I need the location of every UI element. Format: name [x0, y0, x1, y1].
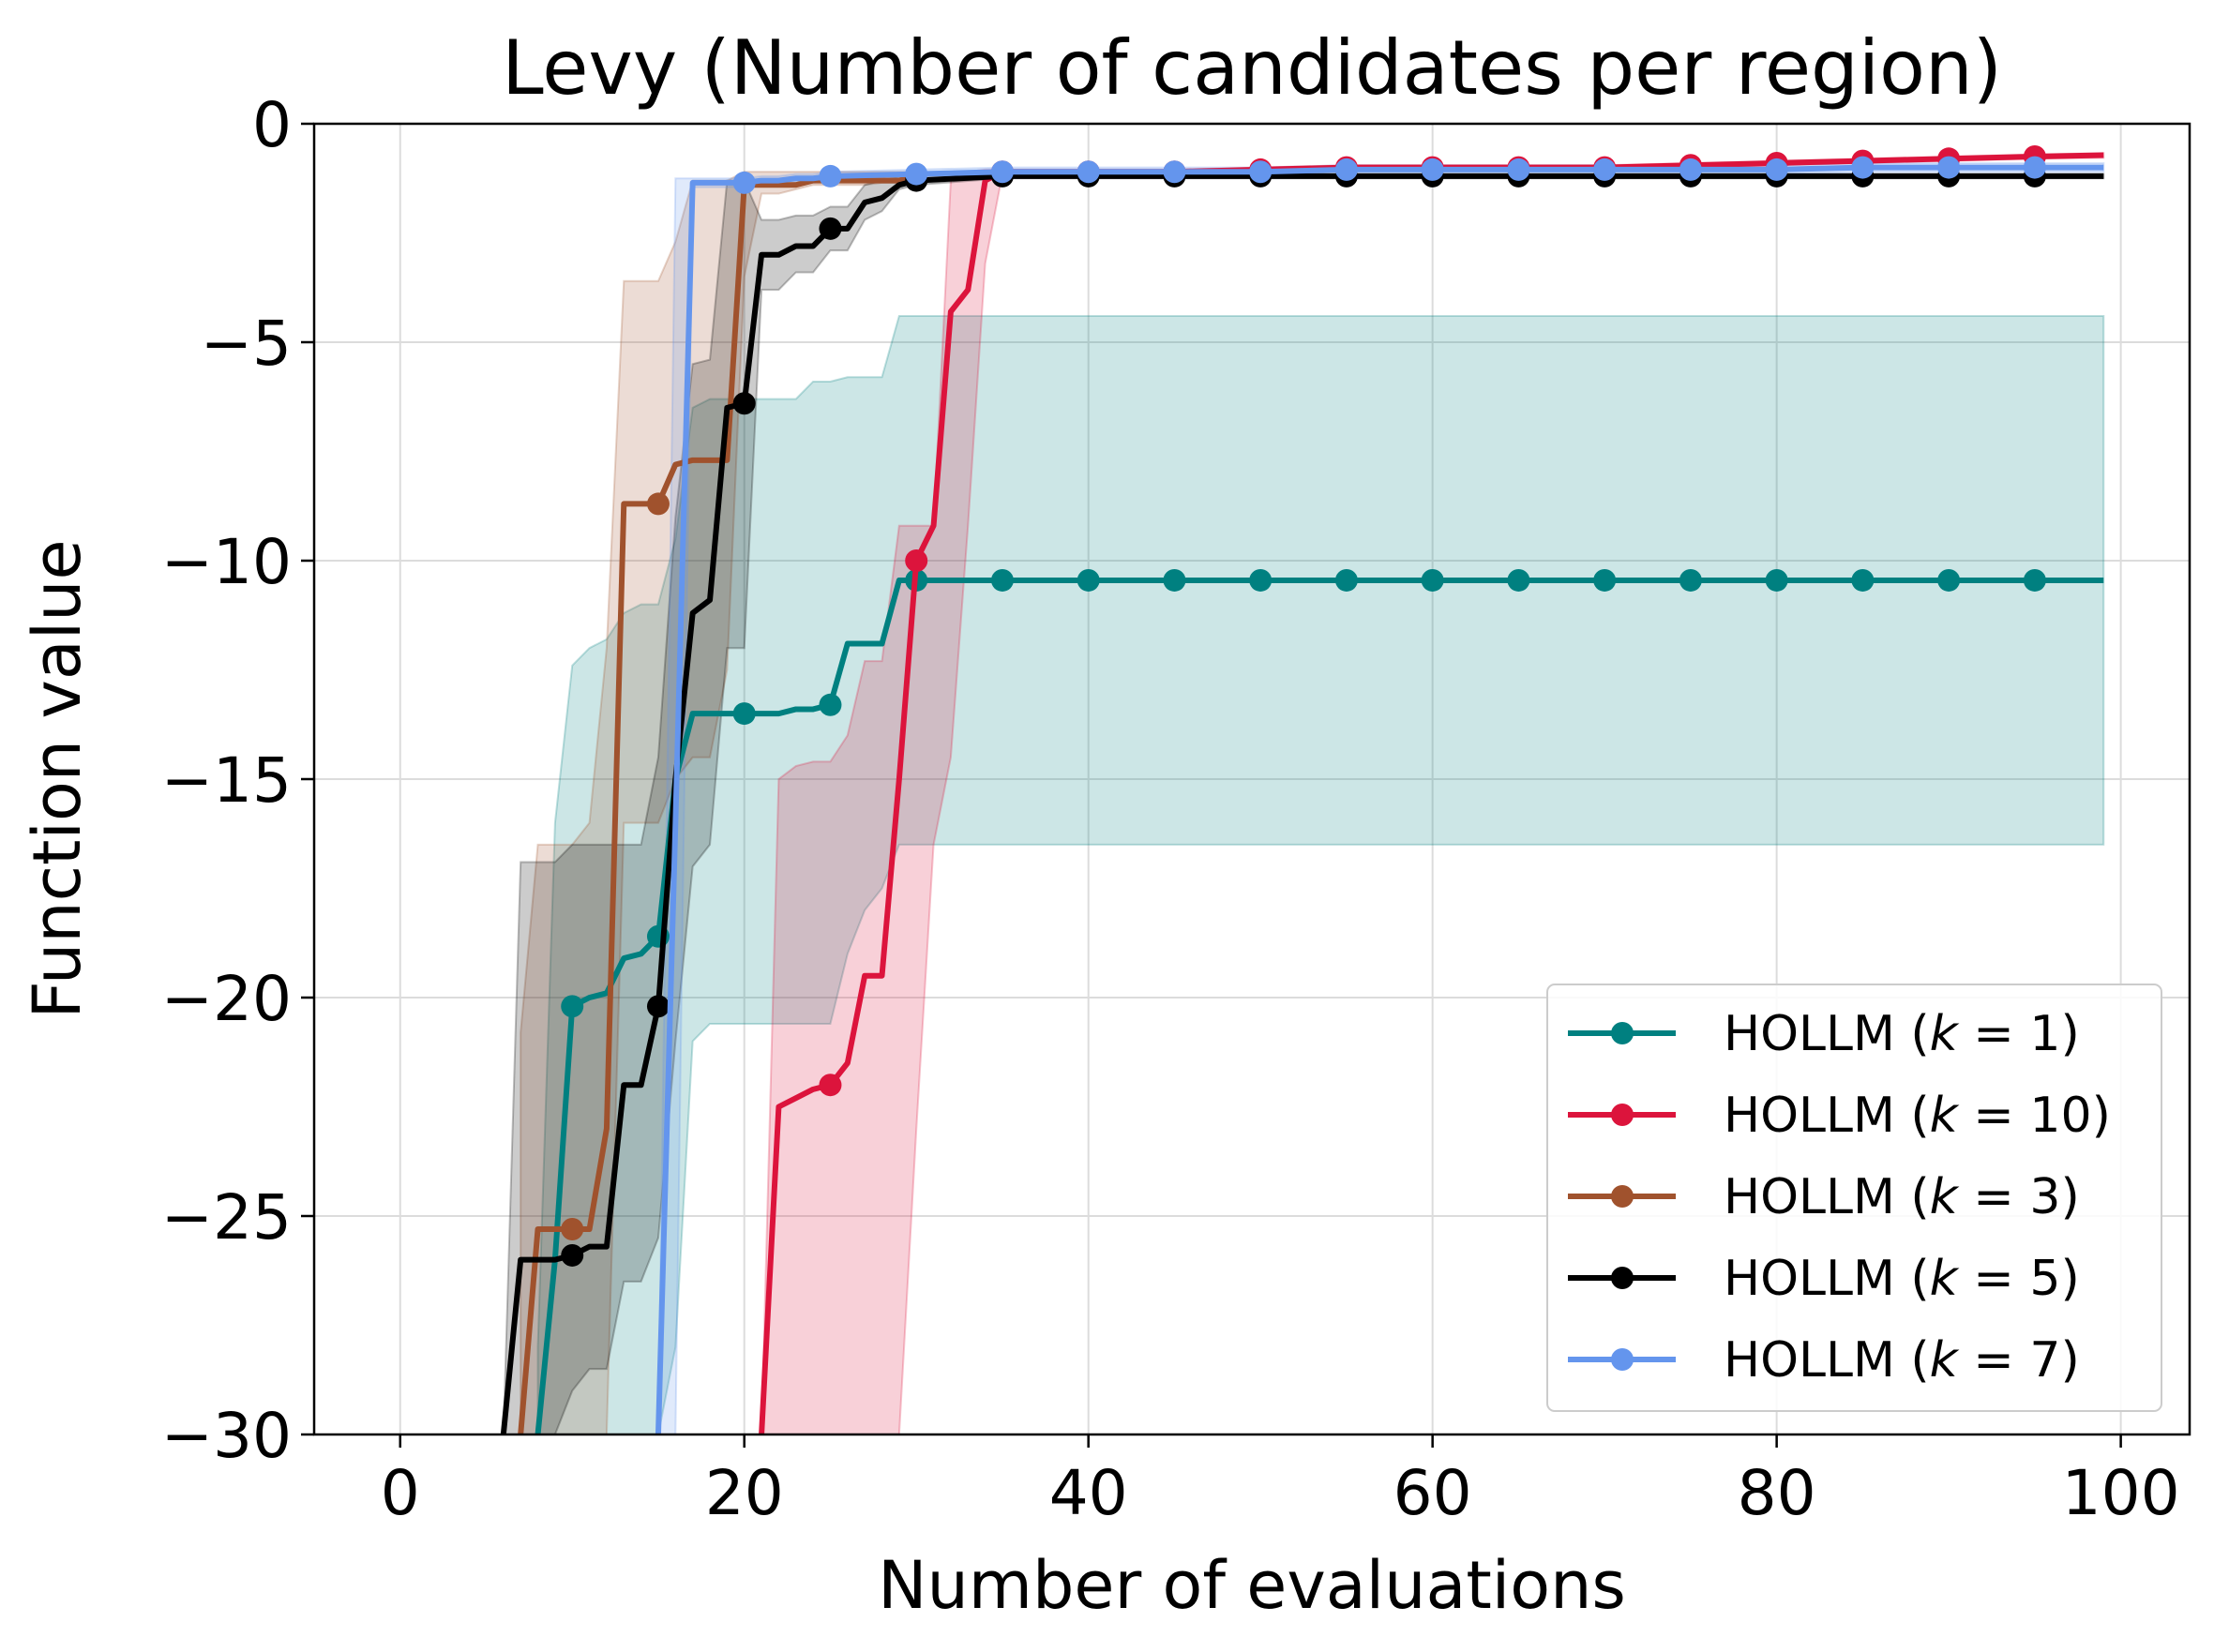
- data-point: [646, 995, 670, 1018]
- data-point: [732, 171, 756, 194]
- legend-label: HOLLM (k = 10): [1724, 1088, 2111, 1144]
- data-point: [1249, 160, 1273, 184]
- legend-marker: [1611, 1348, 1634, 1371]
- data-point: [1937, 568, 1961, 592]
- series-line-3: [518, 173, 917, 1434]
- data-point: [1334, 158, 1358, 181]
- legend-label-suffix: = 3): [1958, 1169, 2080, 1225]
- legend-label-suffix: = 7): [1958, 1332, 2080, 1389]
- data-point: [1334, 568, 1358, 592]
- legend: HOLLM (k = 1)HOLLM (k = 10)HOLLM (k = 3)…: [1546, 984, 2162, 1412]
- data-point: [1765, 568, 1788, 592]
- legend-marker: [1611, 1104, 1634, 1126]
- chart-title: Levy (Number of candidates per region): [502, 24, 2002, 112]
- x-tick-label: 100: [2062, 1457, 2180, 1529]
- data-point: [1679, 568, 1702, 592]
- y-axis: 0 −5 −10 −15 −20 −25 −30: [161, 89, 314, 1472]
- data-point: [561, 1243, 584, 1267]
- data-point: [1593, 158, 1617, 181]
- legend-label: HOLLM (k = 5): [1724, 1251, 2080, 1307]
- y-tick-label: −10: [161, 526, 292, 598]
- data-point: [1851, 156, 1875, 179]
- data-point: [1249, 568, 1273, 592]
- x-tick-label: 80: [1738, 1457, 1816, 1529]
- series-layer: [500, 144, 2105, 1434]
- data-point: [732, 392, 756, 415]
- y-tick-label: −15: [161, 744, 292, 817]
- legend-label-prefix: HOLLM (: [1724, 1088, 1930, 1144]
- legend-marker: [1611, 1022, 1634, 1044]
- data-point: [2023, 568, 2046, 592]
- data-point: [1507, 568, 1530, 592]
- legend-label-var: k: [1930, 1251, 1960, 1307]
- data-point: [819, 1074, 842, 1097]
- legend-label: HOLLM (k = 1): [1724, 1006, 2080, 1062]
- data-point: [1421, 158, 1444, 181]
- legend-label-suffix: = 1): [1958, 1006, 2080, 1062]
- data-point: [819, 217, 842, 240]
- y-tick-label: −30: [161, 1400, 292, 1472]
- y-tick-label: 0: [252, 89, 292, 161]
- series-line-5: [655, 164, 2104, 1434]
- data-point: [990, 568, 1014, 592]
- data-point: [819, 164, 842, 188]
- x-tick-label: 40: [1049, 1457, 1128, 1529]
- legend-label-prefix: HOLLM (: [1724, 1251, 1930, 1307]
- data-point: [646, 492, 670, 516]
- x-axis-label: Number of evaluations: [878, 1547, 1626, 1624]
- legend-label-var: k: [1930, 1332, 1960, 1389]
- y-tick-label: −25: [161, 1181, 292, 1254]
- x-tick-label: 0: [381, 1457, 420, 1529]
- data-point: [1077, 160, 1100, 184]
- legend-label: HOLLM (k = 3): [1724, 1169, 2080, 1225]
- legend-label-suffix: = 5): [1958, 1251, 2080, 1307]
- data-point: [1593, 568, 1617, 592]
- legend-label-var: k: [1930, 1088, 1960, 1144]
- legend-label: HOLLM (k = 7): [1724, 1332, 2080, 1389]
- legend-label-var: k: [1930, 1006, 1960, 1062]
- x-tick-label: 20: [705, 1457, 784, 1529]
- legend-box: [1546, 984, 2162, 1412]
- data-point: [1765, 158, 1788, 181]
- data-point: [819, 693, 842, 716]
- data-point: [732, 702, 756, 726]
- legend-label-var: k: [1930, 1169, 1960, 1225]
- y-tick-label: −5: [201, 308, 292, 380]
- data-point: [905, 162, 928, 186]
- plot-area: [500, 144, 2105, 1434]
- legend-marker: [1611, 1267, 1634, 1289]
- legend-label-prefix: HOLLM (: [1724, 1006, 1930, 1062]
- data-point: [990, 160, 1014, 184]
- data-point: [561, 1217, 584, 1240]
- legend-label-prefix: HOLLM (: [1724, 1169, 1930, 1225]
- x-axis: 0 20 40 60 80 100: [381, 1434, 2180, 1529]
- data-point: [1937, 156, 1961, 179]
- data-point: [1163, 568, 1186, 592]
- data-point: [2023, 156, 2046, 179]
- x-tick-label: 60: [1393, 1457, 1472, 1529]
- data-point: [1077, 568, 1100, 592]
- data-point: [1851, 568, 1875, 592]
- data-point: [561, 995, 584, 1018]
- data-point: [905, 549, 928, 572]
- data-point: [1163, 160, 1186, 184]
- y-axis-label: Function value: [19, 539, 96, 1018]
- legend-marker: [1611, 1185, 1634, 1208]
- data-point: [1679, 158, 1702, 181]
- data-point: [1507, 158, 1530, 181]
- legend-label-suffix: = 10): [1958, 1088, 2111, 1144]
- data-point: [1421, 568, 1444, 592]
- legend-label-prefix: HOLLM (: [1724, 1332, 1930, 1389]
- y-tick-label: −20: [161, 963, 292, 1035]
